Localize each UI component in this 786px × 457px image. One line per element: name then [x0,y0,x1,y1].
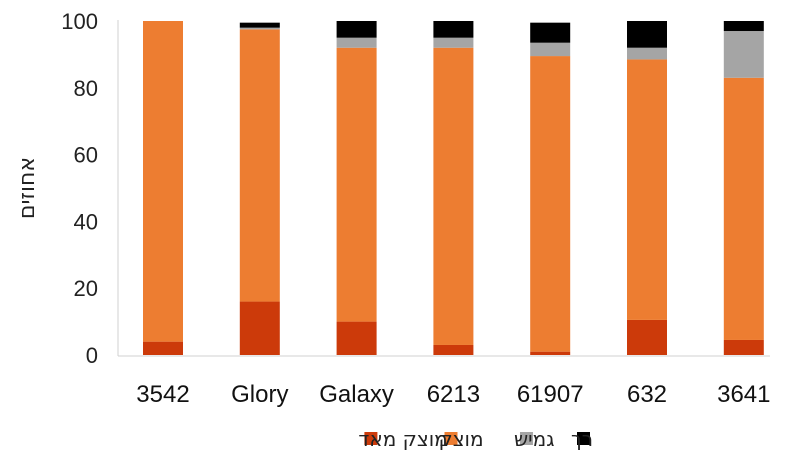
category-label: 3641 [717,381,770,408]
bar-segment [530,56,571,352]
bar-segment [530,22,571,43]
bar-segment [433,21,474,38]
bar-segment [239,22,280,28]
category-labels: 3542 Glory Galaxy 6213 61907 632 3641 [136,381,770,408]
bar-segment [336,21,377,38]
bar-segment [239,29,280,302]
legend-item: רך [571,427,593,451]
bar-segment [433,37,474,48]
legend-swatch [364,432,378,445]
y-tick-label: 60 [74,143,98,168]
bar-segment [627,21,667,48]
bar-segment [723,339,764,355]
bar-segment [239,301,280,355]
bar-segment [627,319,667,355]
y-axis-label: אחוזים [15,157,40,219]
legend-item: מוצק מאד [358,427,447,451]
legend-label: מוצק מאד [358,427,447,451]
y-tick-label: 40 [74,209,98,234]
legend-label: גמיש [514,427,554,451]
bar-segment [433,344,474,355]
bar-segment [723,31,764,78]
y-tick-label: 80 [74,76,98,101]
bar-segment [239,27,280,30]
bar-segment [627,47,667,60]
y-tick-label: 0 [86,343,98,368]
y-tick-label: 100 [61,9,98,34]
legend-label: מוצק [439,427,484,451]
category-label: 3542 [136,381,189,408]
bar-segment [627,59,667,320]
bar-segment [530,351,571,355]
bar-segment [143,341,183,355]
legend-swatch [444,432,458,445]
bar-segment [723,77,764,340]
bar-segment [723,21,764,32]
bar-segment [336,47,377,322]
category-label: Galaxy [319,381,394,408]
bar-segment [336,37,377,48]
bar-segment [143,21,183,342]
category-label: 61907 [517,381,584,408]
bars [143,21,764,355]
y-tick-label: 20 [74,276,98,301]
legend-swatch [577,432,590,445]
category-label: 6213 [427,381,480,408]
legend-swatch [519,432,533,445]
category-label: Glory [231,381,288,408]
legend-item: גמיש [514,427,554,451]
y-tick-labels: 0 20 40 60 80 100 [61,9,98,368]
legend-label: רך [571,427,593,451]
legend-item: מוצק [439,427,484,451]
bar-segment [336,321,377,355]
bar-segment [530,42,571,57]
category-label: 632 [627,381,667,408]
bar-segment [433,47,474,345]
